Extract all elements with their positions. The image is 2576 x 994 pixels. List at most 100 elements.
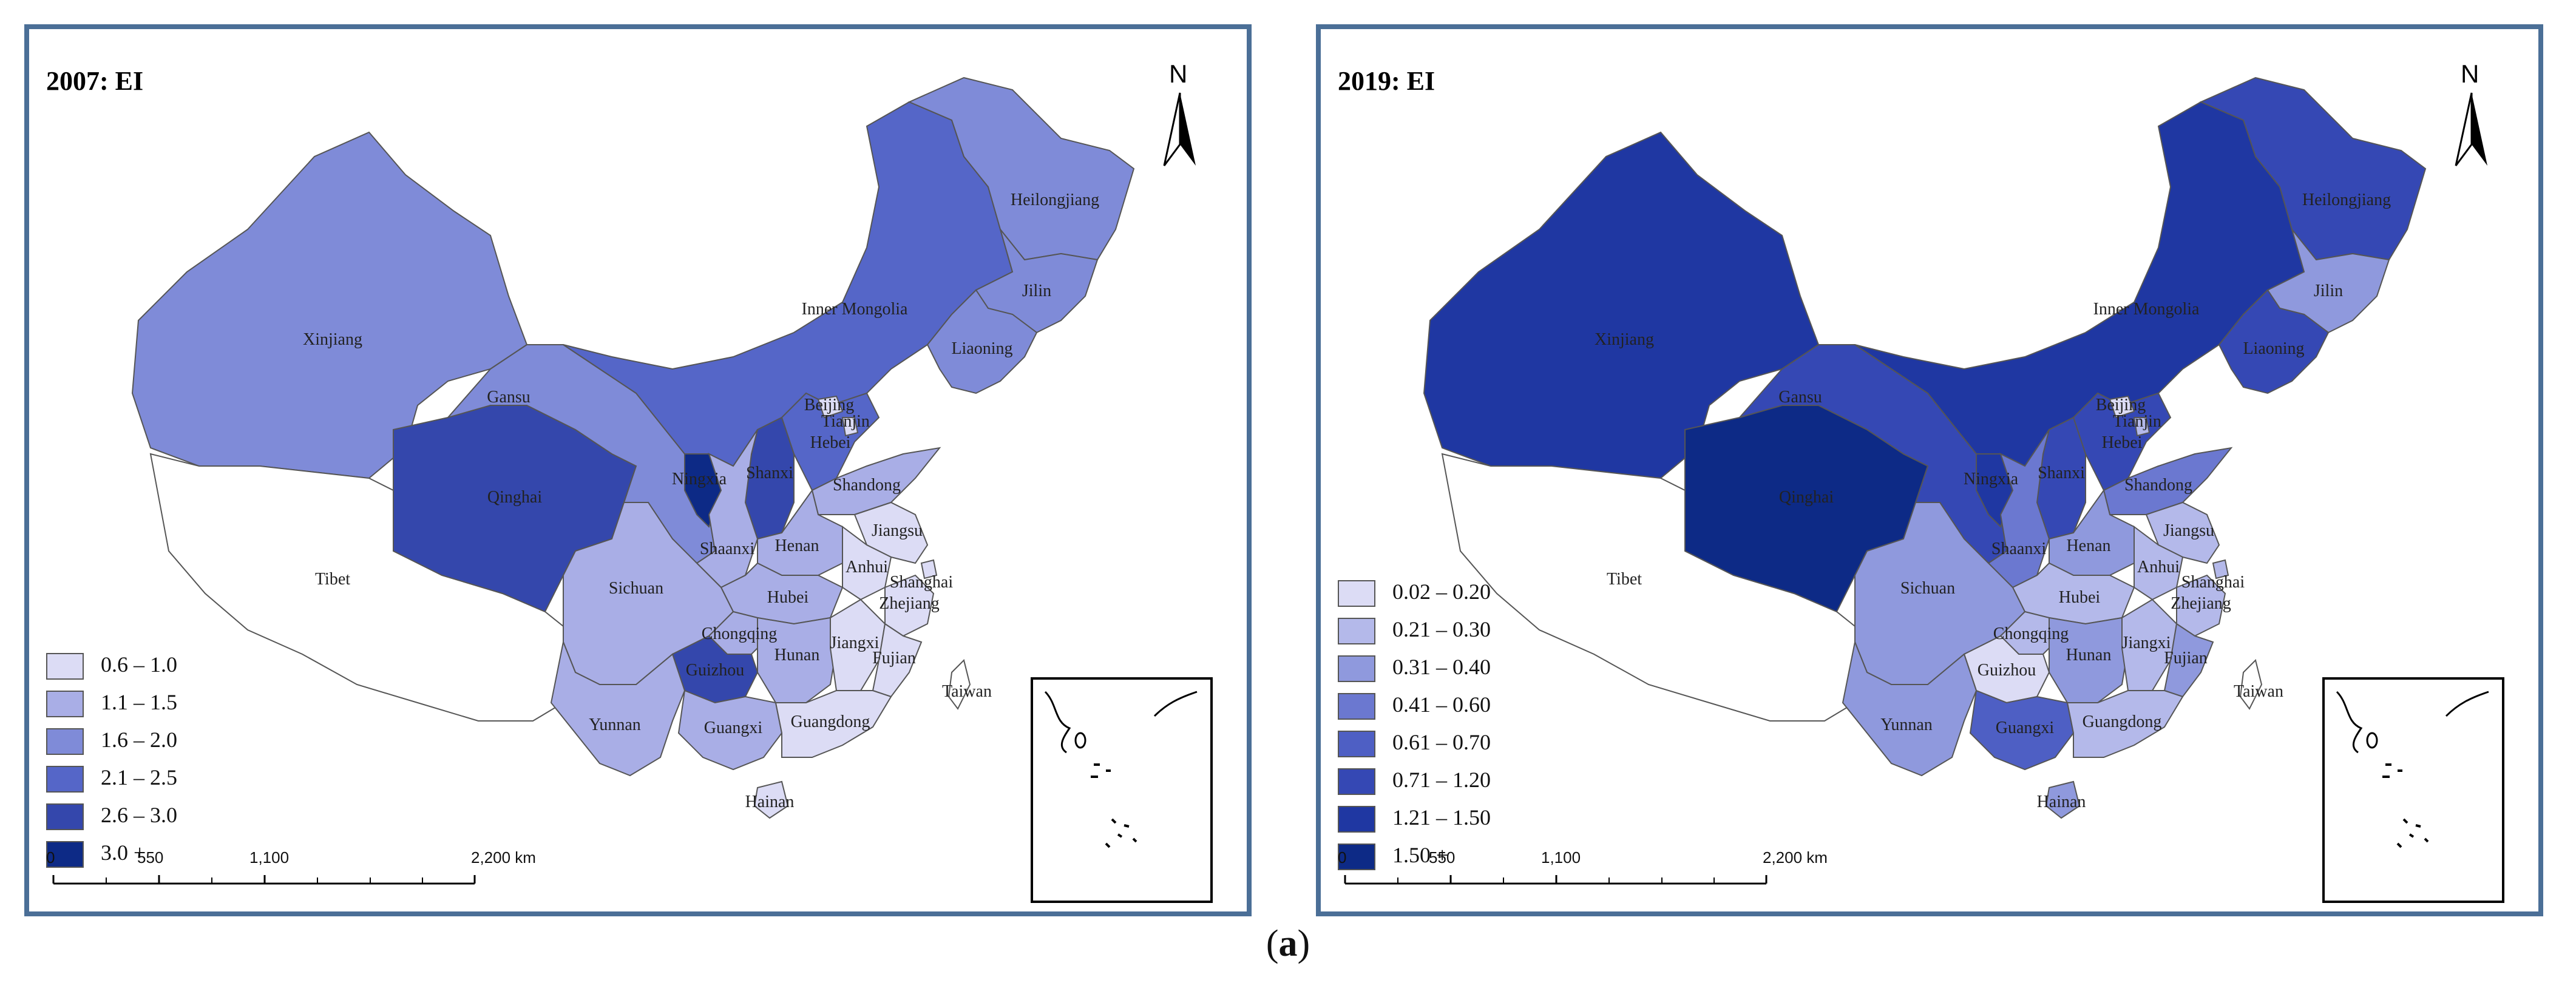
- province-label-guangdong: Guangdong: [791, 712, 870, 731]
- province-label-shanghai: Shanghai: [890, 573, 953, 592]
- province-label-ningxia: Ningxia: [1964, 470, 2019, 489]
- caption-close: ): [1297, 923, 1310, 964]
- province-taiwan: [2239, 659, 2263, 710]
- legend-label: 0.41 – 0.60: [1392, 692, 1491, 717]
- province-label-shanghai: Shanghai: [2181, 573, 2245, 592]
- north-letter: N: [2461, 59, 2479, 88]
- legend-swatch: [46, 766, 84, 793]
- province-label-shanxi: Shanxi: [2038, 464, 2085, 482]
- province-label-guizhou: Guizhou: [1978, 661, 2036, 680]
- province-liaoning: [2218, 289, 2330, 394]
- province-label-zhejiang: Zhejiang: [879, 594, 940, 613]
- province-label-ningxia: Ningxia: [672, 470, 727, 489]
- province-label-tianjin: Tianjin: [821, 412, 870, 431]
- province-label-shaanxi: Shaanxi: [700, 539, 754, 558]
- province-label-hebei: Hebei: [2102, 433, 2143, 452]
- province-beijing: [817, 395, 844, 419]
- north-arrow-icon: N: [1150, 59, 1210, 175]
- south-china-sea-inset: [1031, 677, 1213, 903]
- province-label-shandong: Shandong: [833, 476, 901, 495]
- province-hainan: [753, 780, 789, 819]
- legend-swatch: [46, 691, 84, 717]
- province-label-zhejiang: Zhejiang: [2171, 594, 2231, 613]
- province-label-anhui: Anhui: [2137, 558, 2180, 576]
- province-label-chongqing: Chongqing: [1993, 624, 2069, 643]
- province-hunan: [2049, 617, 2129, 703]
- china-map-2007: Xinjiang Tibet Qinghai Gansu Inner Mongolia H…: [131, 76, 1135, 819]
- province-fujian: [872, 623, 923, 698]
- province-label-hunan: Hunan: [2066, 646, 2112, 664]
- province-label-fujian: Fujian: [2164, 649, 2208, 668]
- caption-open: (: [1266, 923, 1279, 964]
- scale-label-1100: 1,100: [1541, 848, 1581, 867]
- province-label-taiwan: Taiwan: [2234, 682, 2283, 701]
- province-guangxi: [1969, 689, 2075, 771]
- province-label-xinjiang: Xinjiang: [303, 330, 362, 349]
- legend-label: 2.1 – 2.5: [101, 765, 177, 789]
- legend-swatch: [1338, 618, 1375, 644]
- province-guangdong: [774, 690, 892, 758]
- province-label-beijing: Beijing: [804, 396, 854, 414]
- legend-swatch: [46, 803, 84, 830]
- province-yunnan: [550, 640, 686, 777]
- province-label-chongqing: Chongqing: [702, 624, 777, 643]
- province-jilin: [975, 229, 1099, 334]
- north-letter: N: [1169, 59, 1188, 88]
- province-label-heilongjiang: Heilongjiang: [1011, 191, 1099, 209]
- province-jiangxi: [830, 598, 886, 691]
- scale-label-550: 550: [1429, 848, 1456, 867]
- figure-caption: (a): [0, 922, 2576, 965]
- province-label-liaoning: Liaoning: [951, 339, 1012, 358]
- province-label-liaoning: Liaoning: [2243, 339, 2304, 358]
- legend-label: 0.71 – 1.20: [1392, 768, 1491, 792]
- province-label-jilin: Jilin: [1022, 282, 1051, 300]
- province-shandong: [2103, 447, 2233, 515]
- legend-label: 0.61 – 0.70: [1392, 730, 1491, 754]
- province-label-yunnan: Yunnan: [589, 715, 641, 734]
- province-label-qinghai: Qinghai: [1779, 488, 1834, 507]
- scale-label-0: 0: [1338, 848, 1347, 867]
- legend-swatch: [1338, 768, 1375, 795]
- scale-label-2200: 2,200 km: [1763, 848, 1828, 867]
- legend-label: 1.1 – 1.5: [101, 690, 177, 714]
- legend-swatch: [1338, 655, 1375, 682]
- province-label-henan: Henan: [2066, 536, 2110, 555]
- province-label-hubei: Hubei: [767, 588, 809, 607]
- map-panel-2019: Xinjiang Tibet Qinghai Gansu Inner Mongolia H…: [1316, 24, 2543, 916]
- province-label-hebei: Hebei: [810, 433, 851, 452]
- legend-label: 0.6 – 1.0: [101, 652, 177, 677]
- province-label-yunnan: Yunnan: [1880, 715, 1933, 734]
- scale-label-1100: 1,100: [249, 848, 290, 867]
- legend-label: 0.02 – 0.20: [1392, 580, 1491, 604]
- province-liaoning: [926, 289, 1038, 394]
- province-label-guangxi: Guangxi: [704, 718, 763, 737]
- province-label-gansu: Gansu: [487, 388, 530, 407]
- province-label-henan: Henan: [774, 536, 819, 555]
- province-fujian: [2163, 623, 2214, 698]
- province-label-jilin: Jilin: [2314, 282, 2343, 300]
- legend-swatch: [46, 728, 84, 755]
- province-label-sichuan: Sichuan: [609, 579, 663, 598]
- province-label-shandong: Shandong: [2124, 476, 2192, 495]
- province-label-hainan: Hainan: [2037, 793, 2086, 811]
- china-map-2019: Xinjiang Tibet Qinghai Gansu Inner Mongolia H…: [1423, 76, 2427, 819]
- province-label-guizhou: Guizhou: [686, 661, 744, 680]
- scale-bar: 0 550 1,100 2,200 km: [1338, 848, 1828, 897]
- province-beijing: [2109, 395, 2135, 419]
- scale-label-0: 0: [46, 848, 55, 867]
- legend-label: 1.21 – 1.50: [1392, 805, 1491, 830]
- province-guangdong: [2066, 690, 2184, 758]
- province-label-heilongjiang: Heilongjiang: [2302, 191, 2391, 209]
- province-label-inner-mongolia: Inner Mongolia: [802, 300, 909, 319]
- province-jilin: [2266, 229, 2390, 334]
- legend-label: 1.50 +: [1392, 843, 1449, 867]
- legend-swatch: [46, 653, 84, 680]
- legend-label: 0.31 – 0.40: [1392, 655, 1491, 679]
- province-label-hunan: Hunan: [774, 646, 820, 664]
- province-hunan: [757, 617, 838, 703]
- province-label-tibet: Tibet: [1607, 570, 1642, 589]
- province-label-xinjiang: Xinjiang: [1595, 330, 1654, 349]
- province-label-shaanxi: Shaanxi: [1991, 539, 2046, 558]
- province-hainan: [2045, 780, 2081, 819]
- province-anhui: [842, 526, 892, 601]
